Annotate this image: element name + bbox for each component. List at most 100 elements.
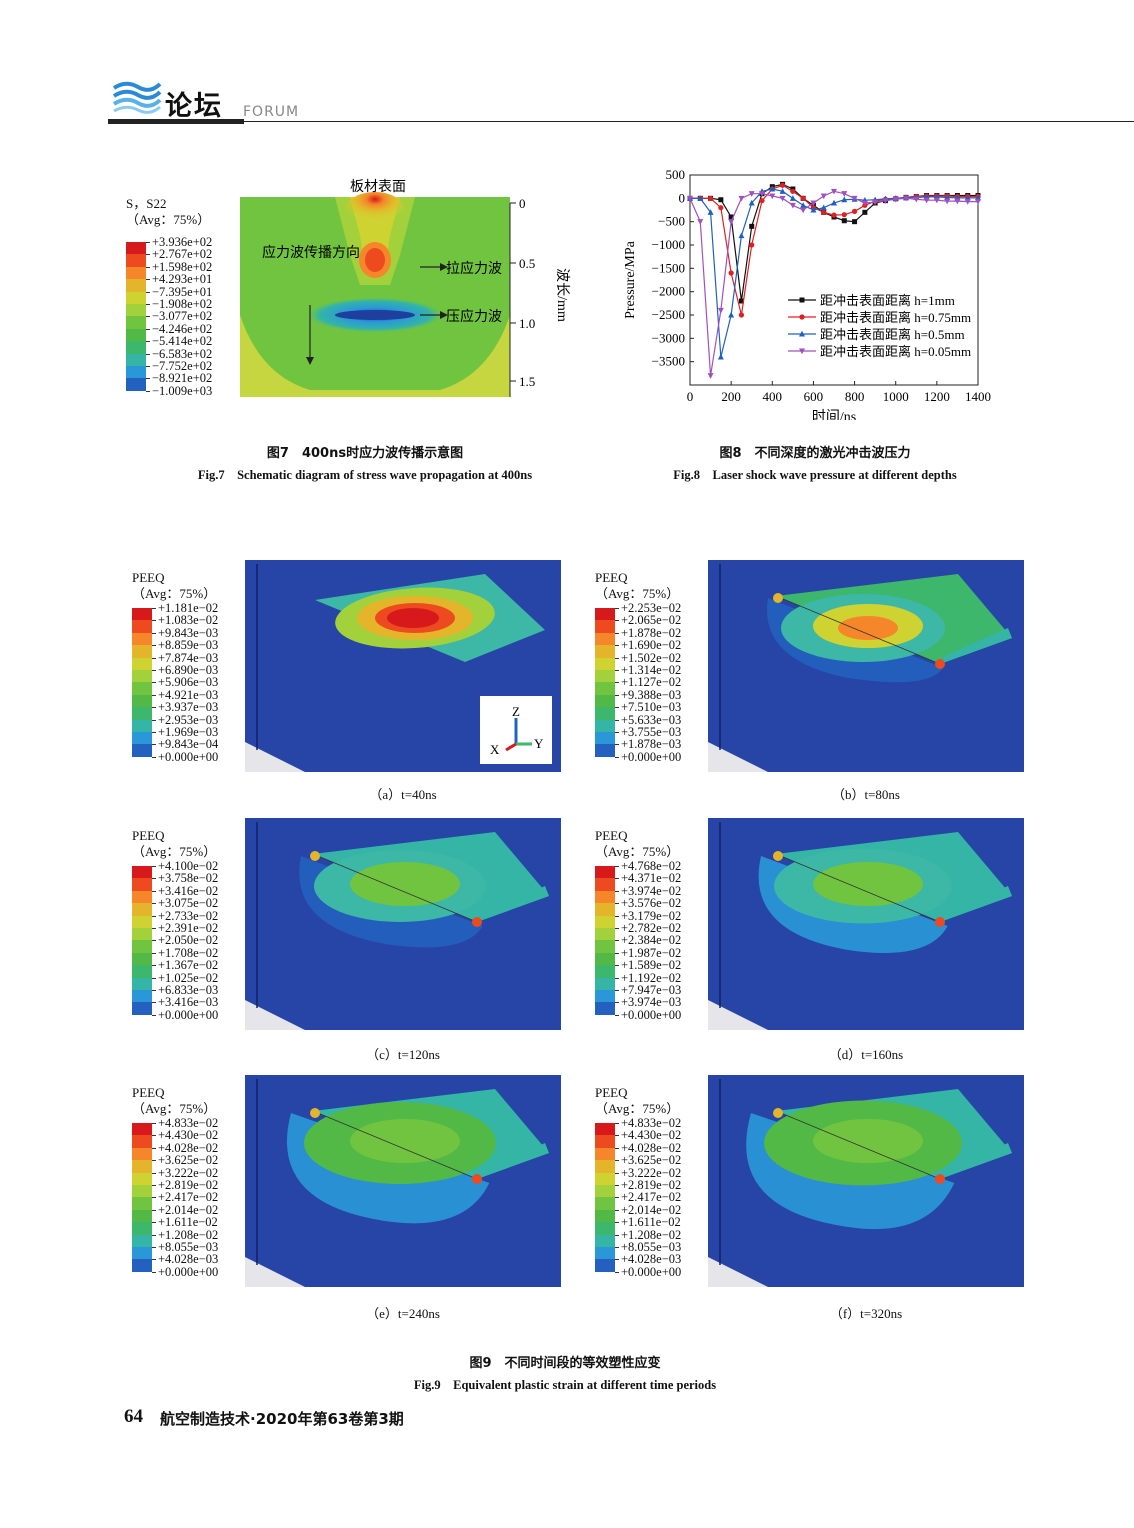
data-point: [697, 219, 704, 225]
legend-value: +4.430e−02: [621, 1128, 682, 1143]
legend-swatch: [132, 620, 152, 634]
data-point: [933, 197, 940, 204]
legend-tick: [152, 1123, 156, 1124]
data-point: [820, 204, 827, 211]
legend-value: +1.878e−03: [621, 737, 682, 752]
x-tick-label: 1400: [965, 389, 991, 404]
legend-swatch: [595, 1197, 615, 1211]
legend-subtitle: （Avg：75%）: [132, 1101, 217, 1116]
legend-swatch: [595, 657, 615, 671]
legend-tick: [152, 1002, 156, 1004]
legend-tick: [152, 694, 156, 696]
legend-swatch: [595, 645, 615, 659]
legend-tick: [152, 940, 156, 942]
journal-logo-icon: [112, 81, 162, 114]
fig9-legend: PEEQ （Avg：75%） +4.833e−02 +4.430e−02 +4.028e…: [595, 1085, 681, 1278]
legend-tick: [152, 1135, 156, 1137]
y-tick-label: 0: [679, 190, 686, 205]
legend-tick: [615, 1222, 619, 1224]
series-3: [687, 188, 981, 379]
legend-tick: [615, 707, 619, 709]
legend-tick: [152, 890, 156, 892]
plot-frame: [689, 174, 979, 386]
legend-tick: [615, 1209, 619, 1211]
data-point: [748, 191, 755, 197]
data-point: [749, 242, 755, 248]
legend-swatch: [126, 304, 146, 317]
fig7-depth-axis-label: 波长/mm: [554, 268, 570, 322]
legend-value: +1.025e−02: [158, 970, 219, 985]
legend-swatch: [595, 1185, 615, 1198]
fig7-compressive-label: 压应力波: [446, 308, 502, 325]
legend-tick: [146, 328, 150, 330]
legend-tick: [615, 645, 619, 647]
legend-tick: [615, 1172, 619, 1174]
legend-swatch: [132, 977, 152, 991]
legend-tick: [152, 952, 156, 954]
legend-swatch: [132, 1197, 152, 1211]
legend-value: +3.937e−03: [158, 700, 219, 715]
fig8-pressure-chart: 0 200 400 600 800 1000 1200 1400 500 0 −500 −1000 −1…: [623, 167, 991, 420]
legend-swatch: [132, 928, 152, 941]
legend-tick: [152, 928, 156, 929]
x-tick-label: 800: [845, 389, 865, 404]
legend-value: −7.395e+01: [152, 284, 213, 299]
legend-swatch: [132, 1234, 152, 1248]
legend-tick: [615, 732, 619, 733]
depth-tick-label: 0.5: [519, 256, 535, 271]
legend-value: +2.391e−02: [158, 921, 219, 935]
legend-swatch: [126, 291, 146, 305]
legend-tick: [615, 1123, 619, 1124]
legend-value: +4.293e+01: [152, 272, 213, 287]
legend-swatch: [595, 608, 615, 621]
legend-tick: [615, 1014, 619, 1016]
legend-value: +3.416e−02: [158, 883, 219, 898]
legend-subtitle: （Avg：75%）: [132, 586, 217, 601]
legend-swatch: [595, 940, 615, 954]
fig9-strain-contour: [245, 1075, 561, 1287]
legend-tick: [152, 1147, 156, 1149]
data-point: [759, 198, 765, 204]
fig9-panel-0: PEEQ （Avg：75%） +1.181e−02 +1.083e−02 +9.843e…: [132, 560, 562, 820]
legend-tick: [152, 620, 156, 622]
legend-tick: [152, 1172, 156, 1174]
data-point: [789, 195, 796, 201]
data-point: [810, 206, 817, 213]
legend-subtitle: （Avg：75%）: [595, 586, 680, 601]
data-point: [707, 373, 714, 379]
data-point: [923, 197, 930, 204]
legend-tick: [615, 1271, 619, 1273]
legend-swatch: [132, 682, 152, 696]
data-point: [717, 307, 724, 314]
legend-tick: [615, 1259, 619, 1261]
legend-tick: [615, 670, 619, 671]
legend-value: +4.028e−02: [158, 1140, 219, 1155]
y-tick-label: −3000: [652, 330, 685, 345]
legend-tick: [152, 608, 156, 609]
legend-tick: [146, 353, 150, 355]
legend-value: −5.414e+02: [152, 334, 213, 349]
data-point: [748, 199, 755, 206]
data-point: [800, 207, 807, 214]
legend-tick: [615, 965, 619, 967]
y-tick-label: −2500: [652, 307, 685, 322]
legend-subtitle: （Avg：75%）: [595, 1101, 680, 1116]
fig9-legend: PEEQ （Avg：75%） +2.253e−02 +2.065e−02 +1.878e…: [595, 570, 681, 763]
legend-swatch: [132, 744, 152, 758]
legend-value: +3.936e+02: [152, 235, 213, 249]
fig8-caption-en: Fig.8 Laser shock wave pressure at diffe…: [673, 468, 957, 482]
legend-tick: [615, 719, 619, 721]
legend-tick: [152, 1234, 156, 1236]
fig9-subcaption: （f）t=320ns: [829, 1306, 903, 1321]
legend-value: +2.253e−02: [621, 601, 682, 615]
legend-swatch: [132, 990, 152, 1003]
depth-tick-label: 1.0: [519, 316, 535, 331]
legend-swatch: [595, 878, 615, 892]
legend-tick: [152, 1259, 156, 1261]
legend-value: +8.859e−03: [158, 638, 219, 653]
legend-swatch: [595, 890, 615, 904]
fig9-subcaption: （e）t=240ns: [366, 1306, 440, 1321]
legend-swatch: [132, 657, 152, 671]
data-point: [769, 193, 776, 200]
fig9-strain-contour: [708, 818, 1024, 1030]
